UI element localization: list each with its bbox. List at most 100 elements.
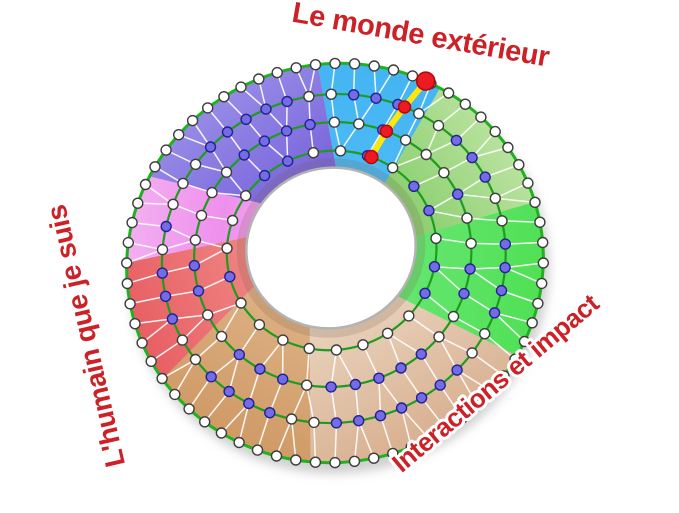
outer-node[interactable] bbox=[198, 416, 211, 428]
inner-node[interactable] bbox=[277, 334, 289, 346]
outer-node[interactable] bbox=[139, 178, 152, 191]
outer-node[interactable] bbox=[513, 158, 525, 171]
outer-node[interactable] bbox=[423, 433, 435, 445]
outer-node[interactable] bbox=[132, 197, 144, 209]
inner-node[interactable] bbox=[282, 155, 294, 167]
inner-node[interactable] bbox=[308, 416, 320, 429]
selected-node-dot[interactable] bbox=[397, 100, 412, 114]
outer-node[interactable] bbox=[233, 436, 245, 449]
outer-node[interactable] bbox=[290, 62, 302, 74]
inner-node[interactable] bbox=[233, 348, 246, 361]
inner-node[interactable] bbox=[387, 161, 399, 174]
inner-node[interactable] bbox=[201, 309, 214, 321]
inner-node[interactable] bbox=[280, 125, 293, 137]
outer-node[interactable] bbox=[183, 403, 195, 415]
outer-node[interactable] bbox=[309, 58, 322, 71]
inner-node[interactable] bbox=[395, 402, 408, 414]
outer-node[interactable] bbox=[532, 297, 544, 310]
outer-node[interactable] bbox=[406, 70, 419, 82]
inner-node[interactable] bbox=[260, 103, 272, 115]
outer-node[interactable] bbox=[160, 144, 172, 156]
inner-node[interactable] bbox=[303, 342, 315, 355]
inner-node[interactable] bbox=[253, 319, 266, 331]
inner-node[interactable] bbox=[428, 261, 441, 273]
inner-node[interactable] bbox=[499, 238, 511, 250]
inner-node[interactable] bbox=[415, 348, 427, 360]
inner-node[interactable] bbox=[223, 385, 235, 398]
outer-node[interactable] bbox=[471, 399, 484, 412]
outer-node[interactable] bbox=[156, 372, 168, 385]
inner-node[interactable] bbox=[166, 313, 179, 325]
inner-node[interactable] bbox=[188, 259, 201, 272]
inner-node[interactable] bbox=[458, 287, 470, 300]
outer-node[interactable] bbox=[405, 441, 417, 453]
outer-node[interactable] bbox=[290, 454, 302, 466]
selected-node-dot[interactable] bbox=[379, 124, 394, 138]
inner-node[interactable] bbox=[328, 116, 341, 128]
outer-node[interactable] bbox=[537, 236, 549, 249]
inner-node[interactable] bbox=[258, 169, 271, 182]
inner-node[interactable] bbox=[301, 379, 313, 391]
inner-node[interactable] bbox=[215, 330, 228, 343]
inner-node[interactable] bbox=[438, 166, 450, 179]
outer-node[interactable] bbox=[498, 370, 510, 382]
inner-node[interactable] bbox=[447, 310, 460, 323]
outer-node[interactable] bbox=[537, 257, 549, 269]
inner-node[interactable] bbox=[353, 415, 365, 427]
selected-node-dot[interactable] bbox=[415, 71, 436, 91]
inner-node[interactable] bbox=[189, 234, 202, 246]
inner-node[interactable] bbox=[240, 113, 252, 126]
inner-node[interactable] bbox=[415, 392, 428, 404]
inner-node[interactable] bbox=[205, 371, 217, 383]
outer-node[interactable] bbox=[129, 318, 141, 330]
inner-node[interactable] bbox=[235, 297, 247, 309]
outer-node[interactable] bbox=[235, 81, 247, 93]
inner-node[interactable] bbox=[176, 334, 189, 346]
inner-node[interactable] bbox=[489, 192, 501, 205]
inner-node[interactable] bbox=[221, 242, 233, 255]
outer-node[interactable] bbox=[442, 87, 455, 99]
outer-node[interactable] bbox=[136, 337, 148, 349]
outer-node[interactable] bbox=[489, 125, 501, 138]
inner-node[interactable] bbox=[433, 331, 445, 343]
inner-node[interactable] bbox=[156, 267, 169, 279]
inner-node[interactable] bbox=[264, 407, 276, 419]
inner-node[interactable] bbox=[495, 284, 508, 297]
outer-node[interactable] bbox=[329, 456, 341, 469]
outer-node[interactable] bbox=[534, 216, 546, 228]
outer-node[interactable] bbox=[387, 64, 400, 76]
inner-node[interactable] bbox=[189, 353, 202, 366]
inner-node[interactable] bbox=[258, 135, 271, 147]
inner-node[interactable] bbox=[330, 417, 343, 429]
inner-node[interactable] bbox=[224, 271, 236, 283]
outer-node[interactable] bbox=[348, 455, 361, 467]
outer-node[interactable] bbox=[172, 128, 185, 141]
outer-node[interactable] bbox=[271, 66, 283, 79]
inner-node[interactable] bbox=[496, 215, 508, 227]
inner-node[interactable] bbox=[465, 237, 477, 250]
outer-node[interactable] bbox=[368, 60, 380, 72]
inner-node[interactable] bbox=[353, 118, 365, 130]
outer-node[interactable] bbox=[348, 58, 361, 70]
outer-node[interactable] bbox=[456, 412, 468, 424]
inner-node[interactable] bbox=[451, 364, 463, 376]
inner-node[interactable] bbox=[479, 328, 491, 340]
outer-node[interactable] bbox=[518, 335, 531, 348]
inner-node[interactable] bbox=[226, 214, 239, 227]
inner-node[interactable] bbox=[220, 166, 233, 178]
inner-node[interactable] bbox=[243, 397, 255, 410]
inner-node[interactable] bbox=[488, 307, 501, 319]
outer-node[interactable] bbox=[440, 423, 452, 435]
inner-node[interactable] bbox=[452, 188, 464, 200]
outer-node[interactable] bbox=[509, 353, 521, 365]
outer-node[interactable] bbox=[529, 196, 541, 209]
inner-node[interactable] bbox=[330, 344, 343, 356]
outer-node[interactable] bbox=[309, 456, 322, 468]
inner-node[interactable] bbox=[413, 107, 425, 120]
inner-node[interactable] bbox=[395, 362, 407, 374]
outer-node[interactable] bbox=[201, 102, 214, 114]
inner-node[interactable] bbox=[239, 189, 252, 202]
outer-node[interactable] bbox=[253, 73, 265, 85]
inner-node[interactable] bbox=[285, 413, 298, 425]
inner-node[interactable] bbox=[325, 88, 337, 100]
